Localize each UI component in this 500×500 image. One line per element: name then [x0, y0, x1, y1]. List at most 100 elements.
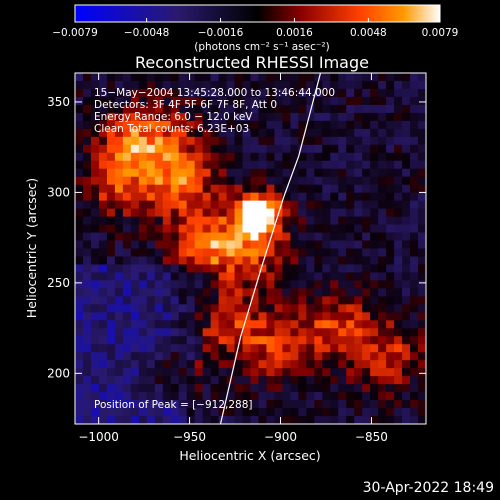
heatmap-cell: [378, 96, 387, 106]
heatmap-cell: [226, 176, 236, 186]
heatmap-cell: [362, 312, 371, 321]
heatmap-cell: [130, 312, 140, 321]
heatmap-cell: [290, 376, 299, 385]
heatmap-cell: [242, 168, 252, 178]
heatmap-cell: [146, 304, 156, 313]
heatmap-cell: [138, 352, 148, 361]
heatmap-cell: [226, 120, 236, 130]
heatmap-cell: [202, 320, 212, 329]
heatmap-cell: [194, 208, 204, 218]
heatmap-cell: [258, 288, 268, 297]
heatmap-cell: [226, 248, 236, 258]
heatmap-cell: [82, 184, 92, 194]
heatmap-cell: [242, 120, 252, 130]
heatmap-cell: [242, 224, 252, 234]
heatmap-cell: [394, 280, 403, 289]
heatmap-cell: [186, 152, 196, 162]
heatmap-cell: [346, 392, 355, 401]
heatmap-cell: [138, 184, 148, 194]
heatmap-cell: [218, 112, 228, 122]
heatmap-cell: [330, 240, 339, 250]
heatmap-cell: [90, 112, 100, 122]
heatmap-cell: [402, 400, 411, 409]
heatmap-cell: [146, 400, 156, 409]
heatmap-cell: [314, 176, 323, 186]
heatmap-cell: [154, 96, 164, 106]
heatmap-cell: [314, 288, 323, 297]
heatmap-cell: [394, 408, 403, 417]
heatmap-cell: [178, 88, 188, 98]
heatmap-cell: [130, 264, 140, 274]
heatmap-cell: [418, 328, 426, 337]
heatmap-cell: [194, 352, 204, 361]
heatmap-cell: [258, 176, 268, 186]
heatmap-cell: [146, 168, 156, 178]
heatmap-cell: [202, 144, 212, 154]
heatmap-cell: [178, 192, 188, 202]
heatmap-cell: [362, 352, 371, 361]
heatmap-cell: [138, 73, 148, 82]
heatmap-cell: [274, 296, 284, 305]
heatmap-cell: [306, 264, 315, 274]
heatmap-cell: [178, 120, 188, 130]
heatmap-cell: [226, 416, 236, 424]
heatmap-cell: [114, 152, 124, 162]
x-tick-label: −1000: [78, 430, 119, 444]
heatmap-cell: [242, 208, 252, 218]
heatmap-cell: [386, 384, 395, 393]
heatmap-cell: [162, 360, 172, 369]
heatmap-cell: [402, 336, 411, 345]
heatmap-cell: [298, 264, 307, 274]
heatmap-cell: [186, 120, 196, 130]
heatmap-cell: [354, 320, 363, 329]
heatmap-cell: [75, 320, 84, 329]
heatmap-cell: [130, 376, 140, 385]
heatmap-cell: [282, 152, 291, 162]
heatmap-cell: [226, 80, 236, 90]
heatmap-cell: [274, 328, 284, 337]
heatmap-cell: [266, 112, 276, 122]
heatmap-cell: [330, 272, 339, 282]
heatmap-cell: [418, 368, 426, 377]
heatmap-cell: [138, 168, 148, 178]
heatmap-cell: [282, 264, 291, 274]
heatmap-cell: [194, 168, 204, 178]
heatmap-cell: [178, 128, 188, 138]
heatmap-cell: [322, 88, 331, 98]
heatmap-cell: [170, 104, 180, 114]
heatmap-cell: [330, 320, 339, 329]
heatmap-cell: [218, 296, 228, 305]
heatmap-cell: [370, 320, 379, 329]
heatmap-cell: [354, 328, 363, 337]
heatmap-cell: [154, 288, 164, 297]
heatmap-cell: [386, 240, 395, 250]
heatmap-cell: [258, 336, 268, 345]
heatmap-cell: [242, 384, 252, 393]
heatmap-cell: [266, 240, 276, 250]
heatmap-cell: [170, 288, 180, 297]
heatmap-cell: [82, 224, 92, 234]
heatmap-cell: [106, 240, 116, 250]
y-axis-label: Heliocentric Y (arcsec): [24, 178, 39, 318]
heatmap-cell: [114, 160, 124, 170]
heatmap-cell: [162, 136, 172, 146]
heatmap-cell: [114, 272, 124, 282]
heatmap-cell: [282, 376, 291, 385]
heatmap-cell: [242, 296, 252, 305]
heatmap-cell: [258, 312, 268, 321]
heatmap-cell: [386, 400, 395, 409]
y-tick-label: 250: [47, 276, 70, 290]
heatmap-cell: [130, 256, 140, 266]
heatmap-cell: [75, 184, 84, 194]
heatmap-cell: [370, 408, 379, 417]
heatmap-cell: [266, 73, 276, 82]
heatmap-cell: [290, 160, 299, 170]
heatmap-cell: [306, 296, 315, 305]
heatmap-cell: [306, 408, 315, 417]
heatmap-cell: [234, 240, 244, 250]
heatmap-cell: [138, 416, 148, 424]
heatmap-cell: [146, 128, 156, 138]
heatmap-cell: [186, 256, 196, 266]
heatmap-cell: [354, 280, 363, 289]
heatmap-cell: [418, 112, 426, 122]
